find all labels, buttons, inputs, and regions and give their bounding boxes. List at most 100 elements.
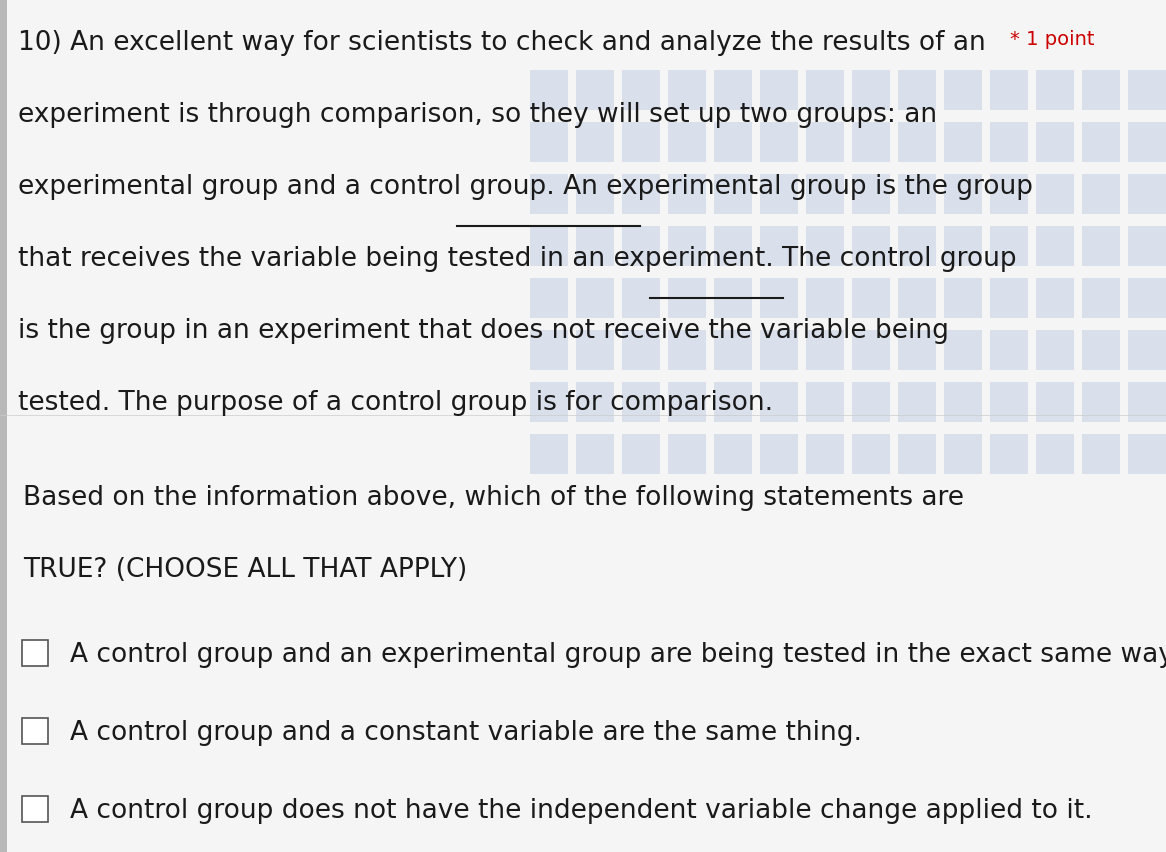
- FancyBboxPatch shape: [806, 278, 844, 318]
- Text: 10) An excellent way for scientists to check and analyze the results of an: 10) An excellent way for scientists to c…: [17, 30, 985, 56]
- FancyBboxPatch shape: [898, 330, 936, 370]
- FancyBboxPatch shape: [852, 70, 890, 110]
- FancyBboxPatch shape: [944, 330, 982, 370]
- FancyBboxPatch shape: [990, 278, 1028, 318]
- FancyBboxPatch shape: [576, 330, 614, 370]
- FancyBboxPatch shape: [531, 174, 568, 214]
- FancyBboxPatch shape: [852, 434, 890, 474]
- FancyBboxPatch shape: [944, 382, 982, 422]
- FancyBboxPatch shape: [806, 330, 844, 370]
- FancyBboxPatch shape: [806, 70, 844, 110]
- FancyBboxPatch shape: [760, 122, 798, 162]
- FancyBboxPatch shape: [531, 382, 568, 422]
- FancyBboxPatch shape: [898, 278, 936, 318]
- FancyBboxPatch shape: [760, 278, 798, 318]
- FancyBboxPatch shape: [852, 226, 890, 266]
- FancyBboxPatch shape: [576, 382, 614, 422]
- FancyBboxPatch shape: [668, 278, 705, 318]
- FancyBboxPatch shape: [852, 330, 890, 370]
- FancyBboxPatch shape: [990, 226, 1028, 266]
- FancyBboxPatch shape: [714, 278, 752, 318]
- FancyBboxPatch shape: [576, 70, 614, 110]
- Text: TRUE? (CHOOSE ALL THAT APPLY): TRUE? (CHOOSE ALL THAT APPLY): [23, 557, 468, 583]
- FancyBboxPatch shape: [621, 70, 660, 110]
- FancyBboxPatch shape: [852, 174, 890, 214]
- FancyBboxPatch shape: [852, 382, 890, 422]
- Text: is the group in an experiment that does not receive the variable being: is the group in an experiment that does …: [17, 318, 949, 344]
- FancyBboxPatch shape: [990, 382, 1028, 422]
- FancyBboxPatch shape: [1128, 174, 1166, 214]
- FancyBboxPatch shape: [760, 174, 798, 214]
- Text: experimental group and a control group. An experimental group is the group: experimental group and a control group. …: [17, 174, 1033, 200]
- FancyBboxPatch shape: [990, 330, 1028, 370]
- FancyBboxPatch shape: [806, 382, 844, 422]
- FancyBboxPatch shape: [576, 174, 614, 214]
- FancyBboxPatch shape: [990, 122, 1028, 162]
- FancyBboxPatch shape: [1128, 382, 1166, 422]
- FancyBboxPatch shape: [806, 174, 844, 214]
- FancyBboxPatch shape: [668, 122, 705, 162]
- FancyBboxPatch shape: [1037, 122, 1074, 162]
- FancyBboxPatch shape: [668, 70, 705, 110]
- FancyBboxPatch shape: [990, 70, 1028, 110]
- FancyBboxPatch shape: [576, 434, 614, 474]
- FancyBboxPatch shape: [1082, 330, 1121, 370]
- FancyBboxPatch shape: [760, 382, 798, 422]
- FancyBboxPatch shape: [1082, 70, 1121, 110]
- FancyBboxPatch shape: [898, 70, 936, 110]
- FancyBboxPatch shape: [714, 434, 752, 474]
- FancyBboxPatch shape: [898, 382, 936, 422]
- FancyBboxPatch shape: [1128, 70, 1166, 110]
- FancyBboxPatch shape: [621, 382, 660, 422]
- FancyBboxPatch shape: [760, 330, 798, 370]
- FancyBboxPatch shape: [22, 796, 48, 822]
- FancyBboxPatch shape: [714, 174, 752, 214]
- FancyBboxPatch shape: [714, 122, 752, 162]
- FancyBboxPatch shape: [714, 330, 752, 370]
- FancyBboxPatch shape: [621, 434, 660, 474]
- FancyBboxPatch shape: [806, 434, 844, 474]
- FancyBboxPatch shape: [944, 226, 982, 266]
- FancyBboxPatch shape: [576, 226, 614, 266]
- FancyBboxPatch shape: [1128, 226, 1166, 266]
- FancyBboxPatch shape: [621, 278, 660, 318]
- FancyBboxPatch shape: [668, 330, 705, 370]
- FancyBboxPatch shape: [1082, 278, 1121, 318]
- FancyBboxPatch shape: [1082, 122, 1121, 162]
- FancyBboxPatch shape: [1037, 174, 1074, 214]
- Text: tested. The purpose of a control group is for comparison.: tested. The purpose of a control group i…: [17, 390, 773, 416]
- FancyBboxPatch shape: [1082, 434, 1121, 474]
- FancyBboxPatch shape: [1037, 434, 1074, 474]
- FancyBboxPatch shape: [1082, 174, 1121, 214]
- FancyBboxPatch shape: [1128, 278, 1166, 318]
- FancyBboxPatch shape: [1037, 278, 1074, 318]
- FancyBboxPatch shape: [852, 278, 890, 318]
- FancyBboxPatch shape: [852, 122, 890, 162]
- FancyBboxPatch shape: [576, 278, 614, 318]
- FancyBboxPatch shape: [944, 70, 982, 110]
- FancyBboxPatch shape: [621, 122, 660, 162]
- FancyBboxPatch shape: [944, 278, 982, 318]
- FancyBboxPatch shape: [576, 122, 614, 162]
- FancyBboxPatch shape: [531, 70, 568, 110]
- FancyBboxPatch shape: [531, 226, 568, 266]
- FancyBboxPatch shape: [668, 226, 705, 266]
- FancyBboxPatch shape: [1037, 70, 1074, 110]
- Text: that receives the variable being tested in an experiment. The control group: that receives the variable being tested …: [17, 246, 1017, 272]
- FancyBboxPatch shape: [531, 434, 568, 474]
- FancyBboxPatch shape: [898, 226, 936, 266]
- FancyBboxPatch shape: [1037, 226, 1074, 266]
- FancyBboxPatch shape: [668, 434, 705, 474]
- FancyBboxPatch shape: [990, 174, 1028, 214]
- FancyBboxPatch shape: [22, 640, 48, 666]
- FancyBboxPatch shape: [1082, 226, 1121, 266]
- FancyBboxPatch shape: [668, 174, 705, 214]
- Text: A control group and a constant variable are the same thing.: A control group and a constant variable …: [70, 720, 862, 746]
- FancyBboxPatch shape: [898, 122, 936, 162]
- FancyBboxPatch shape: [990, 434, 1028, 474]
- Text: * 1 point: * 1 point: [1010, 30, 1095, 49]
- Text: A control group and an experimental group are being tested in the exact same way: A control group and an experimental grou…: [70, 642, 1166, 668]
- FancyBboxPatch shape: [1128, 434, 1166, 474]
- FancyBboxPatch shape: [531, 330, 568, 370]
- FancyBboxPatch shape: [531, 278, 568, 318]
